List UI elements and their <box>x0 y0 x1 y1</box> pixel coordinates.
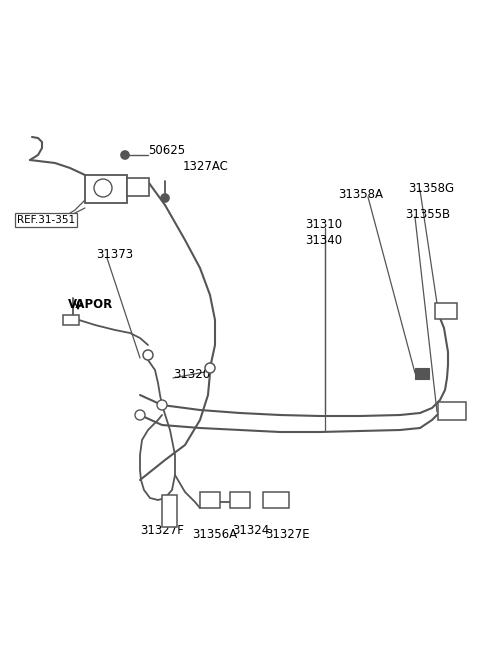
Circle shape <box>157 400 167 410</box>
Circle shape <box>161 194 169 202</box>
Circle shape <box>143 350 153 360</box>
Text: 31324: 31324 <box>232 523 269 537</box>
Bar <box>63 315 79 325</box>
Bar <box>415 368 429 379</box>
Circle shape <box>135 410 145 420</box>
Bar <box>85 175 127 203</box>
Text: 31356A: 31356A <box>192 529 237 541</box>
Bar <box>438 402 466 420</box>
Bar <box>230 492 250 508</box>
Bar <box>127 178 149 196</box>
Circle shape <box>121 151 129 159</box>
Text: REF.31-351: REF.31-351 <box>17 215 75 225</box>
Text: 50625: 50625 <box>148 144 185 157</box>
Text: 31358A: 31358A <box>338 188 383 201</box>
Text: 31340: 31340 <box>305 234 342 247</box>
Text: 31310: 31310 <box>305 218 342 232</box>
Circle shape <box>94 179 112 197</box>
Text: 31355B: 31355B <box>405 209 450 222</box>
Text: 31327E: 31327E <box>265 529 310 541</box>
Bar <box>200 492 220 508</box>
Bar <box>435 303 457 319</box>
Text: 1327AC: 1327AC <box>183 161 229 173</box>
Text: 31327F: 31327F <box>140 523 184 537</box>
Text: 31320: 31320 <box>173 369 210 382</box>
Text: 31373: 31373 <box>96 249 133 262</box>
Circle shape <box>205 363 215 373</box>
Bar <box>263 492 289 508</box>
Text: VAPOR: VAPOR <box>68 298 113 312</box>
Bar <box>162 495 177 527</box>
Text: 31358G: 31358G <box>408 182 454 194</box>
